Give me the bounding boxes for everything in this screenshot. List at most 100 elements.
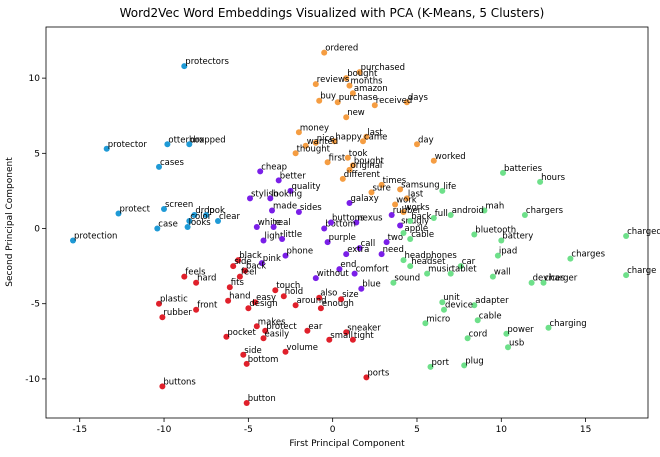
data-point — [344, 154, 351, 161]
data-point — [358, 285, 365, 292]
data-point — [346, 82, 353, 89]
data-point — [339, 175, 346, 182]
data-point — [343, 251, 350, 258]
data-point — [464, 335, 471, 342]
point-label: around — [297, 296, 327, 306]
data-point — [321, 49, 328, 56]
point-label: tight — [354, 331, 374, 341]
data-point — [439, 299, 446, 306]
point-label: easy — [256, 293, 276, 303]
data-point — [471, 302, 478, 309]
point-label: batteries — [504, 164, 543, 174]
point-label: blue — [362, 280, 380, 290]
data-point — [258, 260, 265, 267]
point-label: extra — [347, 245, 369, 255]
point-label: side — [234, 257, 251, 267]
point-label: feel — [241, 268, 257, 278]
point-label: hours — [541, 173, 565, 183]
data-point — [272, 287, 279, 294]
point-label: ordered — [325, 44, 358, 54]
data-point — [292, 302, 299, 309]
data-point — [400, 209, 407, 215]
point-label: purple — [329, 233, 356, 243]
data-point — [156, 300, 162, 307]
data-point — [397, 186, 404, 193]
point-label: headphones — [405, 251, 458, 261]
data-point — [336, 266, 343, 273]
point-label: cases — [160, 158, 185, 168]
point-label: bluetooth — [475, 226, 516, 236]
point-label: day — [418, 135, 434, 145]
point-label: battery — [502, 232, 533, 242]
point-label: first — [329, 153, 346, 163]
point-label: plug — [465, 356, 484, 366]
point-label: nexus — [357, 214, 383, 224]
point-label: quality — [292, 182, 321, 192]
point-label: screen — [165, 200, 193, 210]
point-label: bought — [347, 69, 378, 79]
point-label: music — [428, 265, 453, 275]
data-point — [356, 245, 363, 252]
data-point — [474, 317, 481, 324]
point-label: buy — [320, 92, 336, 102]
point-label: amazon — [354, 84, 388, 94]
data-point — [324, 239, 331, 246]
point-label: looking — [271, 189, 302, 199]
point-label: stylish — [251, 189, 278, 199]
point-label: ear — [308, 322, 322, 332]
data-point — [70, 237, 76, 244]
data-point — [494, 252, 501, 259]
point-label: touch — [276, 281, 300, 291]
point-label: car — [462, 257, 476, 267]
point-label: also — [320, 289, 337, 299]
point-label: back — [246, 262, 266, 272]
data-point — [400, 257, 407, 264]
point-label: protection — [74, 232, 117, 242]
point-label: cable — [479, 311, 502, 321]
data-point — [252, 299, 259, 306]
point-label: back — [411, 212, 431, 222]
data-point — [245, 305, 252, 312]
y-tick-label: 5 — [34, 149, 40, 159]
point-label: purchased — [361, 63, 405, 73]
data-point — [331, 138, 338, 145]
data-point — [282, 348, 289, 355]
data-point — [270, 224, 277, 230]
data-point — [267, 195, 274, 202]
point-label: pocket — [227, 328, 256, 338]
point-label: sides — [300, 203, 322, 213]
point-label: cable — [411, 230, 434, 240]
data-point — [457, 263, 464, 270]
data-point — [159, 383, 166, 390]
point-label: color — [190, 212, 211, 222]
point-label: worked — [435, 152, 466, 162]
point-label: design — [249, 299, 277, 309]
data-point — [447, 270, 454, 277]
data-point — [191, 212, 198, 218]
data-point — [154, 225, 161, 232]
data-point — [368, 189, 375, 196]
point-label: life — [443, 182, 456, 192]
data-point — [356, 69, 363, 76]
data-point — [156, 163, 162, 170]
point-label: full — [435, 209, 448, 219]
data-point — [471, 231, 478, 238]
data-point — [115, 210, 122, 217]
point-label: button — [248, 394, 276, 404]
data-point — [430, 157, 437, 164]
point-label: mah — [485, 202, 504, 212]
point-label: new — [347, 108, 365, 118]
data-point — [235, 257, 242, 264]
data-point — [260, 335, 267, 342]
x-tick-label: 10 — [496, 425, 508, 435]
data-point — [427, 363, 434, 370]
point-label: took — [349, 149, 368, 159]
point-label: plastic — [160, 295, 188, 305]
data-point — [392, 201, 399, 208]
data-point — [243, 360, 250, 367]
x-axis-label: First Principal Component — [289, 439, 405, 449]
data-point — [312, 139, 319, 146]
point-label: came — [364, 132, 387, 142]
data-point — [312, 275, 319, 282]
data-point — [397, 222, 404, 229]
